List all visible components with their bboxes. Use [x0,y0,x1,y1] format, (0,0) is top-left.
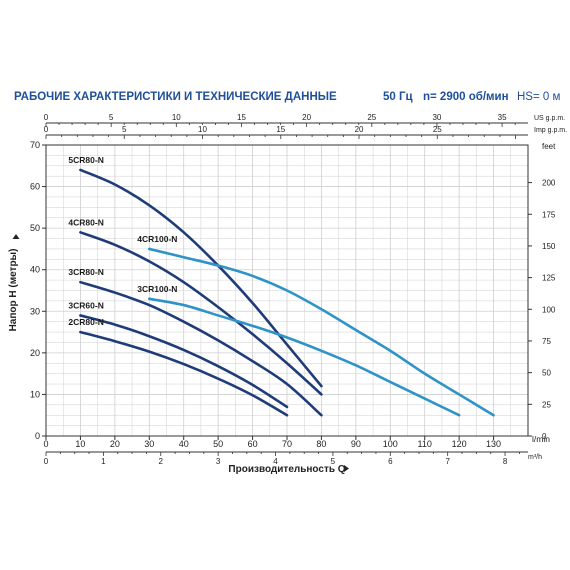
x-tick-label: 0 [43,439,48,449]
x-tick-label: 130 [486,439,501,449]
us-gpm-unit-label: US g.p.m. [534,115,565,122]
axes: 0 10 20 30 40 50 60 70 80 90 100 110 120 130 l/min0102… [12,113,567,472]
x-unit-label: l/min [532,434,550,444]
feet-tick-label: 200 [542,179,556,188]
m3h-tick-label: 1 [101,457,106,466]
label-4cr100-n: 4CR100-N [137,234,177,244]
curve-4cr100-n [147,247,495,417]
x-tick-label: 70 [282,439,292,449]
m3h-tick-label: 3 [216,457,221,466]
x-tick-label: 30 [144,439,154,449]
m3h-unit-label: m³/h [528,454,542,461]
chart-title: РАБОЧИЕ ХАРАКТЕРИСТИКИ И ТЕХНИЧЕСКИЕ ДАН… [14,91,337,103]
feet-tick-label: 25 [542,400,551,409]
us-gpm-tick-label: 20 [302,113,311,122]
feet-tick-label: 100 [542,305,556,314]
x-tick-label: 90 [351,439,361,449]
imp-gpm-tick-label: 15 [276,125,285,134]
y-tick-label: 0 [35,431,40,441]
y-tick-label: 30 [30,306,40,316]
label-2cr80-n: 2CR80-N [68,317,103,327]
series-group [79,168,495,417]
x-tick-label: 10 [75,439,85,449]
y-tick-label: 10 [30,389,40,399]
feet-unit-label: feet [542,142,556,151]
us-gpm-tick-label: 15 [237,113,246,122]
imp-gpm-tick-label: 25 [433,125,442,134]
m3h-tick-label: 6 [388,457,393,466]
frequency-label: 50 Гц [383,91,413,103]
m3h-tick-label: 5 [331,457,336,466]
y-tick-label: 50 [30,223,40,233]
series-labels: 5CR80-N 4CR80-N 3CR80-N 3CR60-N 2CR80-N 4CR10… [68,155,177,327]
x-tick-label: 80 [316,439,326,449]
us-gpm-tick-label: 30 [432,113,441,122]
curve-5cr80-n [79,168,323,388]
y-tick-label: 20 [30,348,40,358]
curve-3cr80-n [79,280,323,417]
imp-gpm-tick-label: 5 [122,125,127,134]
x-tick-label: 60 [248,439,258,449]
feet-tick-label: 75 [542,337,551,346]
x-axis-title: Производительность Q [228,464,345,475]
x-tick-label: 120 [452,439,467,449]
m3h-tick-label: 0 [44,457,49,466]
x-tick-label: 110 [418,439,432,449]
m3h-tick-label: 8 [503,457,508,466]
label-5cr80-n: 5CR80-N [68,155,103,165]
feet-tick-label: 0 [542,432,547,441]
grid [45,144,529,437]
m3h-tick-label: 7 [445,457,450,466]
feet-tick-label: 125 [542,274,556,283]
x-tick-label: 100 [383,439,398,449]
us-gpm-tick-label: 25 [367,113,376,122]
feet-tick-label: 50 [542,369,551,378]
imp-gpm-unit-label: Imp g.p.m. [534,127,567,134]
label-4cr80-n: 4CR80-N [68,217,103,227]
chart-header: РАБОЧИЕ ХАРАКТЕРИСТИКИ И ТЕХНИЧЕСКИЕ ДАН… [14,91,560,111]
y-axis-arrow-icon [12,234,20,239]
y-axis-title: Напор H (метры) [8,249,19,332]
imp-gpm-tick-label: 20 [355,125,364,134]
us-gpm-tick-label: 5 [109,113,114,122]
m3h-tick-label: 2 [159,457,164,466]
label-3cr80-n: 3CR80-N [68,267,103,277]
label-3cr100-n: 3CR100-N [137,284,177,294]
y-tick-label: 60 [30,182,40,192]
x-tick-label: 50 [213,439,223,449]
imp-gpm-tick-label: 0 [44,125,49,134]
curve-3cr60-n [79,314,289,409]
x-axis-arrow-icon [344,465,349,472]
us-gpm-tick-label: 0 [44,113,49,122]
y-tick-label: 70 [30,140,40,150]
feet-tick-label: 150 [542,242,556,251]
imp-gpm-tick-label: 10 [198,125,207,134]
speed-label: n= 2900 об/мин [423,91,509,103]
us-gpm-tick-label: 10 [172,113,181,122]
curve-4cr80-n [79,231,323,396]
x-tick-label: 20 [110,439,120,449]
suction-height-label: HS= 0 м [517,91,561,103]
us-gpm-tick-label: 35 [498,113,507,122]
label-3cr60-n: 3CR60-N [68,300,103,310]
y-tick-label: 40 [30,265,40,275]
x-tick-label: 40 [179,439,189,449]
feet-tick-label: 175 [542,210,556,219]
curve-2cr80-n [79,330,289,417]
curve-3cr100-n [147,297,461,417]
m3h-tick-label: 4 [273,457,278,466]
